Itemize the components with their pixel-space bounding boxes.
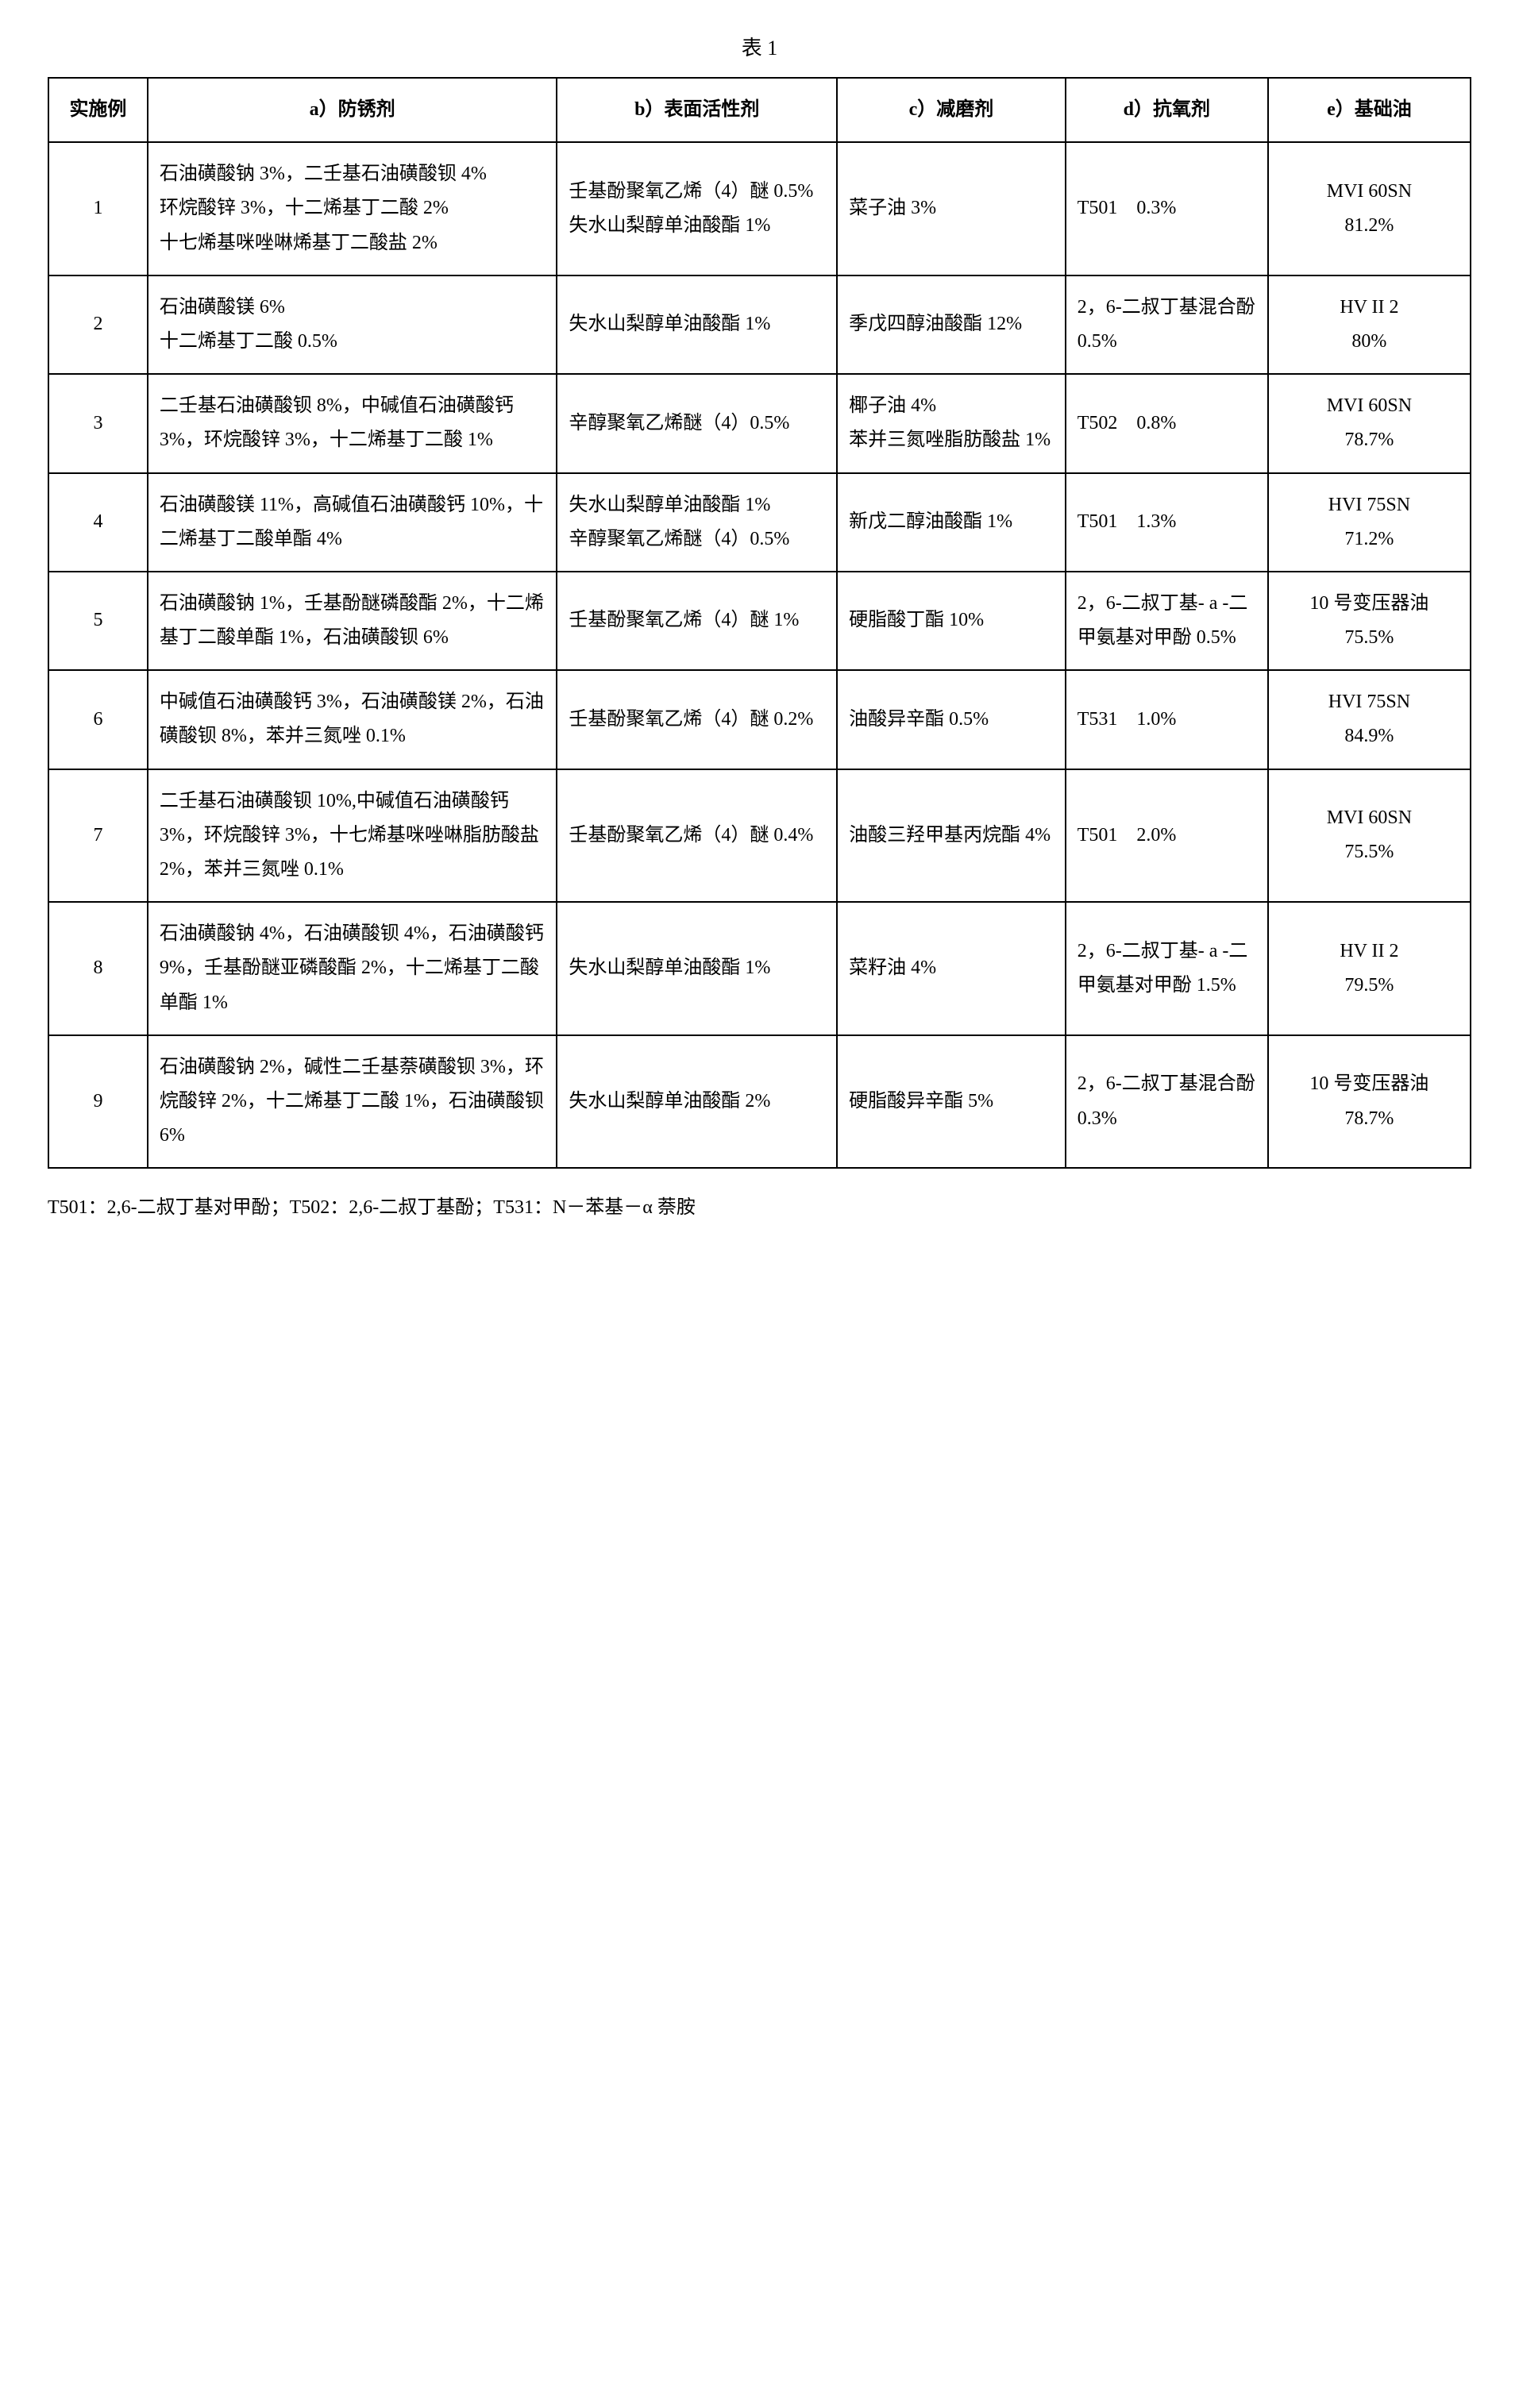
cell-c: 椰子油 4%苯并三氮唑脂肪酸盐 1%	[837, 374, 1066, 472]
cell-d: T501 2.0%	[1066, 769, 1268, 903]
cell-a: 中碱值石油磺酸钙 3%，石油磺酸镁 2%，石油磺酸钡 8%，苯并三氮唑 0.1%	[148, 670, 557, 769]
cell-e: 10 号变压器油75.5%	[1268, 572, 1471, 670]
cell-e: HV II 279.5%	[1268, 902, 1471, 1035]
header-e: e）基础油	[1268, 78, 1471, 142]
cell-e: HV II 280%	[1268, 275, 1471, 374]
cell-num: 1	[48, 142, 148, 275]
cell-a: 石油磺酸镁 6%十二烯基丁二酸 0.5%	[148, 275, 557, 374]
cell-d: T531 1.0%	[1066, 670, 1268, 769]
cell-c: 季戊四醇油酸酯 12%	[837, 275, 1066, 374]
cell-e: HVI 75SN84.9%	[1268, 670, 1471, 769]
cell-c: 油酸三羟甲基丙烷酯 4%	[837, 769, 1066, 903]
cell-e: 10 号变压器油78.7%	[1268, 1035, 1471, 1169]
table-row: 6中碱值石油磺酸钙 3%，石油磺酸镁 2%，石油磺酸钡 8%，苯并三氮唑 0.1…	[48, 670, 1471, 769]
table-row: 8石油磺酸钠 4%，石油磺酸钡 4%，石油磺酸钙 9%，壬基酚醚亚磷酸酯 2%，…	[48, 902, 1471, 1035]
cell-num: 2	[48, 275, 148, 374]
cell-b: 失水山梨醇单油酸酯 2%	[557, 1035, 837, 1169]
cell-a: 石油磺酸钠 3%，二壬基石油磺酸钡 4%环烷酸锌 3%，十二烯基丁二酸 2%十七…	[148, 142, 557, 275]
cell-e: MVI 60SN81.2%	[1268, 142, 1471, 275]
cell-num: 5	[48, 572, 148, 670]
cell-num: 9	[48, 1035, 148, 1169]
table-row: 3二壬基石油磺酸钡 8%，中碱值石油磺酸钙 3%，环烷酸锌 3%，十二烯基丁二酸…	[48, 374, 1471, 472]
header-a: a）防锈剂	[148, 78, 557, 142]
cell-c: 油酸异辛酯 0.5%	[837, 670, 1066, 769]
cell-b: 壬基酚聚氧乙烯（4）醚 0.5%失水山梨醇单油酸酯 1%	[557, 142, 837, 275]
table-row: 2石油磺酸镁 6%十二烯基丁二酸 0.5%失水山梨醇单油酸酯 1%季戊四醇油酸酯…	[48, 275, 1471, 374]
cell-a: 石油磺酸钠 2%，碱性二壬基萘磺酸钡 3%，环烷酸锌 2%，十二烯基丁二酸 1%…	[148, 1035, 557, 1169]
cell-d: 2，6-二叔丁基混合酚 0.3%	[1066, 1035, 1268, 1169]
table-row: 1石油磺酸钠 3%，二壬基石油磺酸钡 4%环烷酸锌 3%，十二烯基丁二酸 2%十…	[48, 142, 1471, 275]
table-header-row: 实施例 a）防锈剂 b）表面活性剂 c）减磨剂 d）抗氧剂 e）基础油	[48, 78, 1471, 142]
cell-c: 硬脂酸丁酯 10%	[837, 572, 1066, 670]
cell-a: 石油磺酸钠 1%，壬基酚醚磷酸酯 2%，十二烯基丁二酸单酯 1%，石油磺酸钡 6…	[148, 572, 557, 670]
cell-d: T501 1.3%	[1066, 473, 1268, 572]
cell-b: 失水山梨醇单油酸酯 1%辛醇聚氧乙烯醚（4）0.5%	[557, 473, 837, 572]
cell-b: 壬基酚聚氧乙烯（4）醚 1%	[557, 572, 837, 670]
table-body: 1石油磺酸钠 3%，二壬基石油磺酸钡 4%环烷酸锌 3%，十二烯基丁二酸 2%十…	[48, 142, 1471, 1168]
cell-num: 8	[48, 902, 148, 1035]
header-d: d）抗氧剂	[1066, 78, 1268, 142]
cell-a: 二壬基石油磺酸钡 8%，中碱值石油磺酸钙 3%，环烷酸锌 3%，十二烯基丁二酸 …	[148, 374, 557, 472]
cell-e: HVI 75SN71.2%	[1268, 473, 1471, 572]
cell-b: 失水山梨醇单油酸酯 1%	[557, 275, 837, 374]
cell-b: 壬基酚聚氧乙烯（4）醚 0.4%	[557, 769, 837, 903]
cell-a: 二壬基石油磺酸钡 10%,中碱值石油磺酸钙 3%，环烷酸锌 3%，十七烯基咪唑啉…	[148, 769, 557, 903]
table-row: 7二壬基石油磺酸钡 10%,中碱值石油磺酸钙 3%，环烷酸锌 3%，十七烯基咪唑…	[48, 769, 1471, 903]
cell-d: 2，6-二叔丁基- a -二甲氨基对甲酚 0.5%	[1066, 572, 1268, 670]
data-table: 实施例 a）防锈剂 b）表面活性剂 c）减磨剂 d）抗氧剂 e）基础油 1石油磺…	[48, 77, 1471, 1169]
cell-d: T501 0.3%	[1066, 142, 1268, 275]
cell-num: 7	[48, 769, 148, 903]
cell-c: 菜籽油 4%	[837, 902, 1066, 1035]
cell-d: 2，6-二叔丁基混合酚 0.5%	[1066, 275, 1268, 374]
cell-num: 6	[48, 670, 148, 769]
cell-d: T502 0.8%	[1066, 374, 1268, 472]
cell-b: 壬基酚聚氧乙烯（4）醚 0.2%	[557, 670, 837, 769]
cell-c: 硬脂酸异辛酯 5%	[837, 1035, 1066, 1169]
table-row: 9石油磺酸钠 2%，碱性二壬基萘磺酸钡 3%，环烷酸锌 2%，十二烯基丁二酸 1…	[48, 1035, 1471, 1169]
cell-b: 失水山梨醇单油酸酯 1%	[557, 902, 837, 1035]
header-num: 实施例	[48, 78, 148, 142]
cell-e: MVI 60SN78.7%	[1268, 374, 1471, 472]
cell-d: 2，6-二叔丁基- a -二甲氨基对甲酚 1.5%	[1066, 902, 1268, 1035]
cell-c: 新戊二醇油酸酯 1%	[837, 473, 1066, 572]
cell-a: 石油磺酸钠 4%，石油磺酸钡 4%，石油磺酸钙 9%，壬基酚醚亚磷酸酯 2%，十…	[148, 902, 557, 1035]
footnote: T501：2,6-二叔丁基对甲酚；T502：2,6-二叔丁基酚；T531：N－苯…	[48, 1191, 1471, 1225]
table-title: 表 1	[48, 32, 1471, 61]
table-row: 4石油磺酸镁 11%，高碱值石油磺酸钙 10%，十二烯基丁二酸单酯 4%失水山梨…	[48, 473, 1471, 572]
header-c: c）减磨剂	[837, 78, 1066, 142]
cell-b: 辛醇聚氧乙烯醚（4）0.5%	[557, 374, 837, 472]
header-b: b）表面活性剂	[557, 78, 837, 142]
cell-num: 3	[48, 374, 148, 472]
cell-num: 4	[48, 473, 148, 572]
cell-e: MVI 60SN75.5%	[1268, 769, 1471, 903]
cell-a: 石油磺酸镁 11%，高碱值石油磺酸钙 10%，十二烯基丁二酸单酯 4%	[148, 473, 557, 572]
table-row: 5石油磺酸钠 1%，壬基酚醚磷酸酯 2%，十二烯基丁二酸单酯 1%，石油磺酸钡 …	[48, 572, 1471, 670]
cell-c: 菜子油 3%	[837, 142, 1066, 275]
